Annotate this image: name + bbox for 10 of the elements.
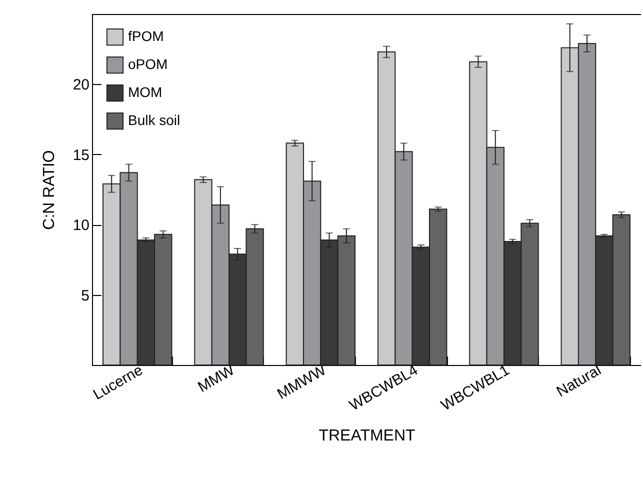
legend-label: oPOM	[128, 56, 168, 72]
x-axis-title: TREATMENT	[318, 427, 416, 444]
y-tick-label: 5	[81, 287, 90, 304]
legend-label: fPOM	[128, 28, 164, 44]
y-tick-label: 15	[72, 146, 90, 164]
y-tick-label: 20	[72, 76, 90, 94]
y-axis-title: C:N RATIO	[40, 150, 58, 230]
y-tick-label: 10	[72, 217, 90, 234]
legend-label: Bulk soil	[128, 112, 180, 128]
legend-label: MOM	[128, 84, 162, 100]
